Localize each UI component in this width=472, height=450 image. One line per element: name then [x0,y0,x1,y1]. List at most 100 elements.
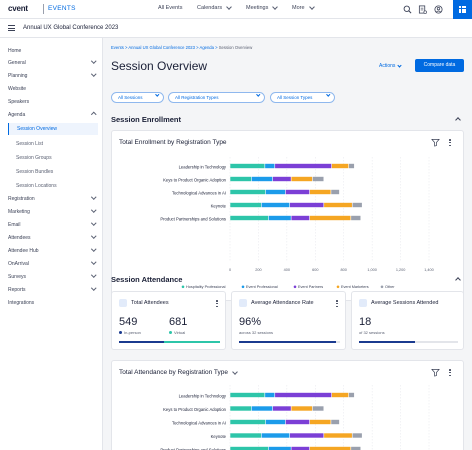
bar-segment[interactable] [285,189,310,195]
filter-icon[interactable] [431,368,440,377]
bar-segment[interactable] [275,163,332,169]
filter-sessions[interactable]: All Sessions [111,92,164,103]
sidebar-item-surveys[interactable]: Surveys [8,272,98,284]
bar-segment[interactable] [331,189,340,195]
bar-segment[interactable] [230,189,266,195]
bar-segment[interactable] [230,433,261,438]
section-title-attendance: Session Attendance [111,275,183,284]
sidebar-item-agenda[interactable]: Agenda [8,112,98,122]
nav-calendars[interactable]: Calendars [197,4,232,11]
x-tick-label: 1,000 [367,268,377,272]
bar-segment[interactable] [230,446,269,450]
sidebar-subitem-session-overview[interactable]: Session Overview [8,123,98,135]
user-avatar-icon[interactable] [434,5,443,14]
bar-segment[interactable] [309,215,351,221]
bar-segment[interactable] [351,446,361,450]
bar-segment[interactable] [309,446,351,450]
bar-segment[interactable] [352,433,362,438]
nav-meetings[interactable]: Meetings [246,4,279,11]
bar-segment[interactable] [291,215,310,221]
bar-segment[interactable] [290,202,324,208]
bar-segment[interactable] [230,202,261,208]
search-icon[interactable] [403,5,412,14]
bar-segment[interactable] [312,176,324,182]
bar-segment[interactable] [324,202,352,208]
bar-segment[interactable] [272,176,291,182]
breadcrumb-link[interactable]: Annual UX Global Conference 2023 [128,45,195,50]
bar-segment[interactable] [261,433,290,438]
bar-segment[interactable] [331,163,349,169]
bar-segment[interactable] [265,392,275,398]
bar-segment[interactable] [230,406,252,411]
bar-segment[interactable] [312,406,324,411]
bar-segment[interactable] [275,392,332,398]
filter-registration-types[interactable]: All Registration Types [168,92,265,103]
bar-segment[interactable] [285,419,310,425]
bar-segment[interactable] [261,202,290,208]
bar-segment[interactable] [230,419,266,425]
bar-segment[interactable] [309,189,331,195]
sidebar-item-email[interactable]: Email [8,220,98,232]
bar-segment[interactable] [324,433,352,438]
cvent-logo[interactable]: cvent [8,4,28,13]
breadcrumb-link[interactable]: Events [111,45,124,50]
more-options-icon[interactable] [449,369,451,377]
bar-segment[interactable] [331,392,349,398]
bar-segment[interactable] [230,392,265,398]
app-switcher-button[interactable] [453,0,472,19]
filter-icon[interactable] [431,138,440,147]
chevron-down-icon [397,62,403,68]
sidebar-item-website[interactable]: Website [8,86,98,96]
more-options-icon[interactable] [449,139,451,147]
bar-segment[interactable] [290,433,324,438]
actions-menu[interactable]: Actions [379,62,403,69]
bar-segment[interactable] [268,446,291,450]
bar-segment[interactable] [352,202,362,208]
menu-icon[interactable] [8,25,15,31]
bar-segment[interactable] [351,215,361,221]
bar-segment[interactable] [230,215,269,221]
sidebar-subitem-session-bundles[interactable]: Session Bundles [16,169,54,175]
bar-segment[interactable] [348,392,355,398]
kpi-legend-in-person: In-person [119,330,141,335]
filter-session-types[interactable]: All Session Types [270,92,335,103]
bar-segment[interactable] [265,189,286,195]
bar-segment[interactable] [291,406,313,411]
sidebar-subitem-session-locations[interactable]: Session Locations [16,183,57,189]
bar-segment[interactable] [251,176,273,182]
bar-segment[interactable] [268,215,291,221]
sidebar-item-reports[interactable]: Reports [8,285,98,297]
document-icon[interactable] [418,5,427,14]
bar-segment[interactable] [331,419,340,425]
bar-segment[interactable] [230,176,252,182]
sidebar-item-registration[interactable]: Registration [8,194,98,206]
sidebar-item-label: Marketing [8,209,30,215]
bar-segment[interactable] [272,406,291,411]
nav-all-events[interactable]: All Events [158,5,182,11]
sidebar-item-onarrival[interactable]: OnArrival [8,259,98,271]
bar-segment[interactable] [309,419,331,425]
chevron-up-icon[interactable] [455,117,461,123]
bar-segment[interactable] [251,406,273,411]
sidebar-item-home[interactable]: Home [8,48,98,58]
sidebar-item-planning[interactable]: Planning [8,71,98,83]
sidebar-item-general[interactable]: General [8,58,98,70]
sidebar-item-marketing[interactable]: Marketing [8,207,98,219]
bar-segment[interactable] [291,176,313,182]
breadcrumb-link[interactable]: Agenda [199,45,214,50]
sidebar-item-attendee-hub[interactable]: Attendee Hub [8,246,98,258]
sidebar-subitem-session-list[interactable]: Session List [16,141,43,147]
compare-data-button[interactable]: Compare data [415,59,464,72]
sidebar-item-speakers[interactable]: Speakers [8,99,98,109]
bar-segment[interactable] [230,163,265,169]
sidebar-subitem-session-groups[interactable]: Session Groups [16,155,52,161]
bar-segment[interactable] [348,163,355,169]
bar-segment[interactable] [291,446,310,450]
sidebar-item-attendees[interactable]: Attendees [8,233,98,245]
more-options-icon[interactable] [216,300,218,308]
sidebar-item-integrations[interactable]: Integrations [8,300,98,310]
nav-more[interactable]: More [292,4,315,11]
bar-segment[interactable] [265,419,286,425]
bar-segment[interactable] [265,163,275,169]
more-options-icon[interactable] [336,300,338,308]
